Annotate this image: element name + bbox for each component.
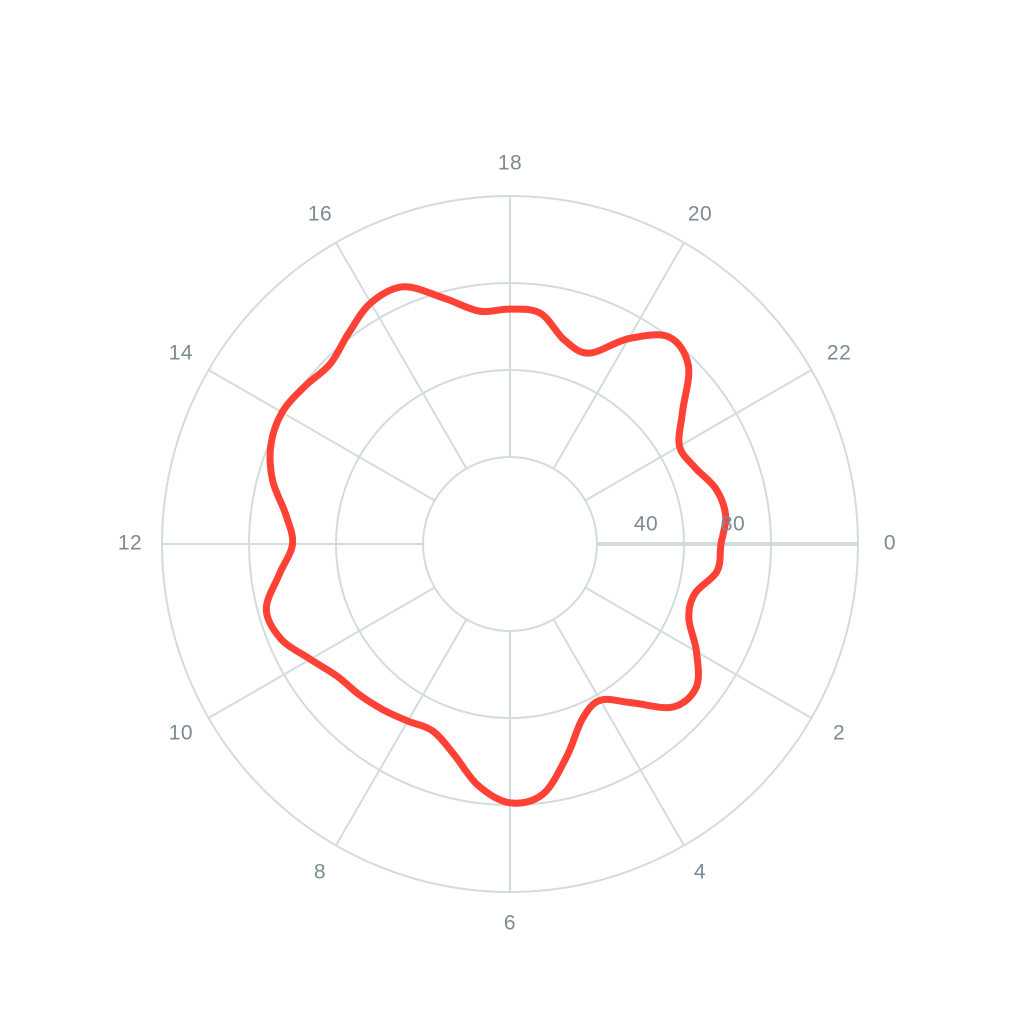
- angular-tick-label-22: 22: [827, 342, 851, 365]
- radial-tick-label-40: 40: [634, 513, 658, 536]
- grid-ring-0: [422, 456, 598, 632]
- angular-tick-label-6: 6: [504, 912, 516, 935]
- label-layer: 0 2 4 6 8 10 12 14 16 18 20 22 40 80: [118, 152, 896, 935]
- angular-tick-label-0: 0: [884, 532, 896, 555]
- grid-spoke-4: [552, 618, 685, 846]
- grid-spoke-22: [584, 369, 812, 502]
- angular-tick-label-14: 14: [169, 342, 193, 365]
- polar-grid: [161, 195, 859, 893]
- grid-spoke-10: [208, 586, 436, 719]
- radial-tick-label-80: 80: [721, 513, 745, 536]
- series-layer: [262, 283, 730, 807]
- series-line-0: [262, 283, 730, 807]
- angular-tick-label-18: 18: [498, 152, 522, 175]
- angular-tick-label-2: 2: [833, 722, 845, 745]
- angular-tick-label-4: 4: [694, 861, 706, 884]
- grid-spoke-16: [335, 242, 468, 470]
- angular-tick-label-8: 8: [314, 861, 326, 884]
- angular-tick-label-16: 16: [308, 202, 332, 225]
- grid-spoke-20: [552, 242, 685, 470]
- grid-spoke-8: [335, 618, 468, 846]
- angular-tick-label-12: 12: [118, 532, 142, 555]
- angular-tick-label-10: 10: [169, 722, 193, 745]
- grid-spoke-14: [208, 369, 436, 502]
- angular-tick-label-20: 20: [688, 202, 712, 225]
